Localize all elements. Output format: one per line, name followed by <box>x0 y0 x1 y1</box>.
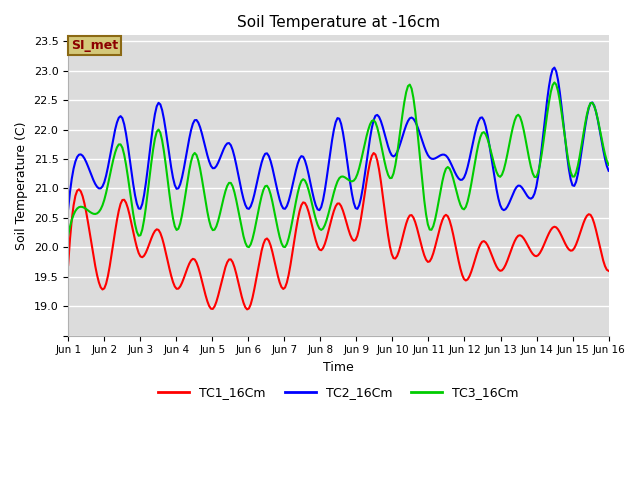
Title: Soil Temperature at -16cm: Soil Temperature at -16cm <box>237 15 440 30</box>
X-axis label: Time: Time <box>323 361 354 374</box>
Y-axis label: Soil Temperature (C): Soil Temperature (C) <box>15 121 28 250</box>
Text: SI_met: SI_met <box>71 39 118 52</box>
Legend: TC1_16Cm, TC2_16Cm, TC3_16Cm: TC1_16Cm, TC2_16Cm, TC3_16Cm <box>153 382 524 405</box>
